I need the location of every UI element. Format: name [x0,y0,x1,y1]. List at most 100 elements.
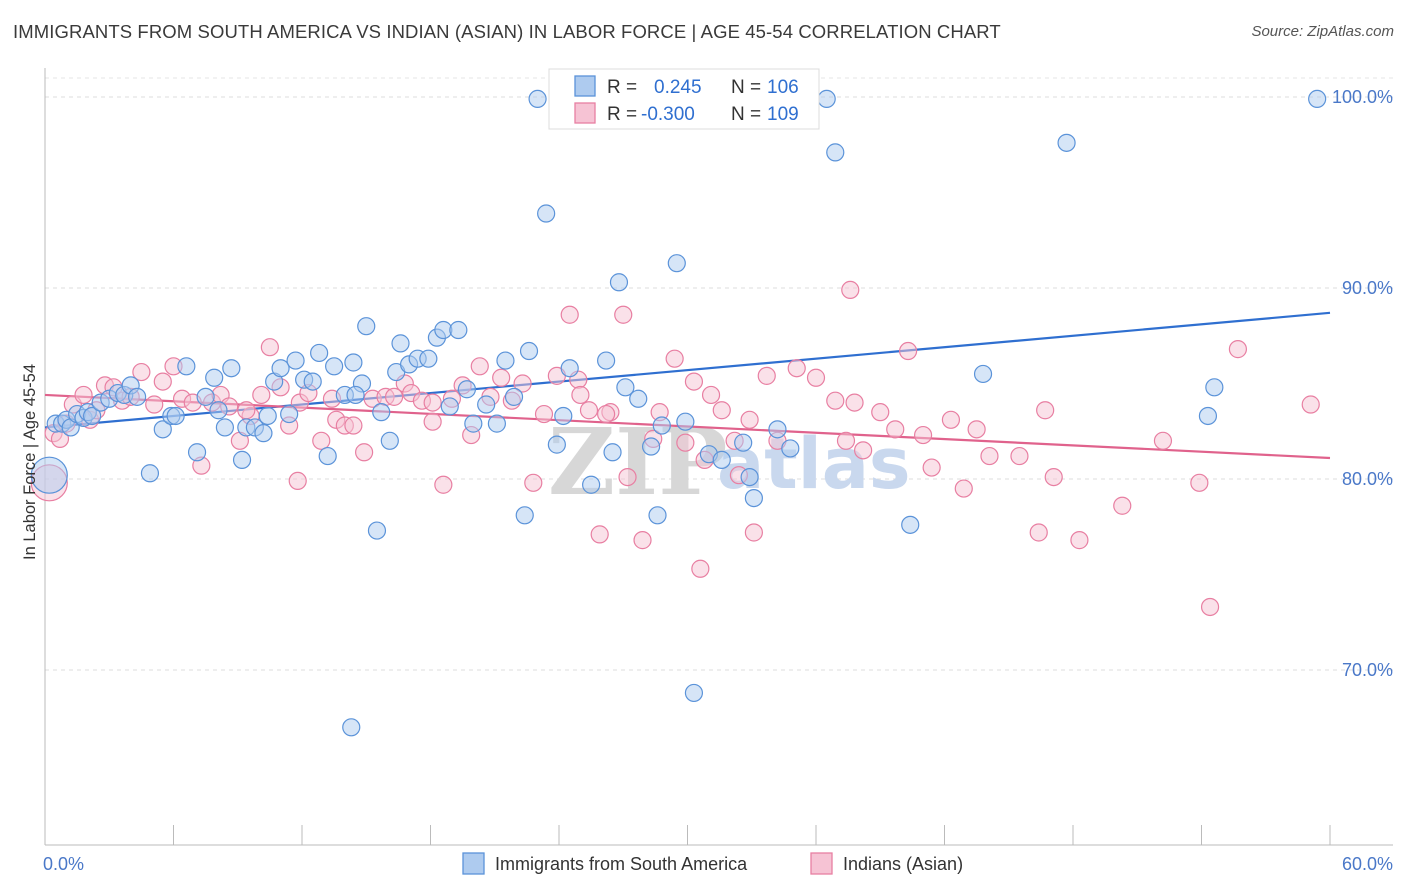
point-immigrants-south-america [504,387,524,406]
point-immigrants-south-america [609,273,629,292]
point-indians-asian [237,401,256,420]
point-immigrants-south-america [232,450,252,469]
point-immigrants-south-america [140,464,160,483]
axes [44,68,1393,846]
point-immigrants-south-america [554,406,573,426]
point-immigrants-south-america [357,317,376,336]
point-indians-asian [712,401,731,420]
point-immigrants-south-america [310,343,329,363]
point-indians-asian [806,368,826,387]
point-indians-asian [1070,531,1089,550]
point-immigrants-south-america [342,718,361,737]
point-immigrants-south-america [768,420,787,439]
point-indians-asian [871,403,890,422]
point-indians-asian [534,404,554,424]
point-immigrants-south-america [528,89,547,109]
point-indians-asian [344,416,363,435]
point-immigrants-south-america [318,446,337,466]
legend-n-label-blue: N = [731,77,761,98]
legend-swatch-blue [574,75,596,97]
point-immigrants-south-america [744,489,763,508]
point-indians-asian [423,412,442,431]
point-indians-asian [524,473,543,492]
point-indians-asian [898,341,918,361]
legend-r-value-blue: 0.245 [654,77,702,98]
point-indians-asian [384,387,404,406]
point-immigrants-south-america [449,320,468,340]
point-immigrants-south-america [740,467,759,487]
point-immigrants-south-america [616,378,635,397]
point-indians-asian [701,385,721,405]
point-indians-asian [132,362,151,382]
point-indians-asian [886,420,905,439]
point-indians-asian [1153,431,1173,450]
point-immigrants-south-america [1057,133,1076,152]
point-immigrants-south-america [537,204,556,223]
point-immigrants-south-america [325,357,344,376]
point-immigrants-south-america [515,506,534,525]
point-immigrants-south-america [464,414,483,433]
point-immigrants-south-america [222,359,241,378]
point-indians-asian [665,349,684,368]
point-immigrants-south-america [629,389,648,408]
point-immigrants-south-america [582,475,601,494]
point-indians-asian [614,305,633,324]
point-immigrants-south-america [196,387,215,406]
point-immigrants-south-america [496,351,515,370]
source-label: Source: ZipAtlas.com [1251,23,1394,40]
point-immigrants-south-america [419,349,438,368]
x-tick-label-max: 60.0% [1342,854,1393,874]
legend-r-value-pink: -0.300 [641,104,695,125]
legend-r-label-blue: R = [607,77,637,98]
scatter-points [30,89,1327,737]
point-indians-asian [1036,401,1055,420]
point-indians-asian [845,393,864,412]
point-indians-asian [513,374,532,393]
point-indians-asian [1029,523,1048,542]
legend-r-label-pink: R = [607,104,637,125]
point-indians-asian [74,385,93,405]
point-indians-asian [691,559,710,578]
point-indians-asian [1200,597,1220,617]
bottom-legend: Immigrants from South America Indians (A… [462,852,963,875]
point-immigrants-south-america [487,414,506,433]
point-indians-asian [1228,340,1248,359]
trend-line-immigrants-south-america [44,311,1331,429]
legend-box: R = 0.245 N = 106 R = -0.300 N = 109 [548,68,820,130]
point-indians-asian [618,467,637,487]
point-immigrants-south-america [817,89,836,109]
legend-n-label-pink: N = [731,104,761,125]
point-indians-asian [1190,473,1209,492]
point-immigrants-south-america [303,372,322,391]
point-immigrants-south-america [648,506,667,525]
point-immigrants-south-america [973,364,993,384]
point-indians-asian [288,471,307,491]
point-immigrants-south-america [826,143,845,162]
point-immigrants-south-america [30,456,68,494]
point-indians-asian [836,431,856,450]
point-immigrants-south-america [286,351,305,370]
legend-n-value-blue: 106 [767,77,799,98]
point-immigrants-south-america [280,404,299,424]
point-immigrants-south-america [372,403,391,422]
point-immigrants-south-america [547,435,566,454]
point-immigrants-south-america [477,395,496,414]
point-immigrants-south-america [652,416,671,435]
gridlines [45,77,1393,671]
point-indians-asian [744,523,763,542]
point-immigrants-south-america [603,443,622,462]
point-indians-asian [434,475,453,494]
point-immigrants-south-america [597,351,616,370]
point-immigrants-south-america [215,418,234,437]
y-tick-label: 80.0% [1342,469,1393,489]
point-indians-asian [492,368,511,387]
point-indians-asian [633,531,652,550]
point-indians-asian [470,357,489,376]
point-indians-asian [312,431,331,450]
point-immigrants-south-america [166,406,185,426]
point-immigrants-south-america [1198,406,1218,426]
point-indians-asian [941,410,961,429]
point-immigrants-south-america [380,431,399,450]
point-immigrants-south-america [177,357,196,376]
